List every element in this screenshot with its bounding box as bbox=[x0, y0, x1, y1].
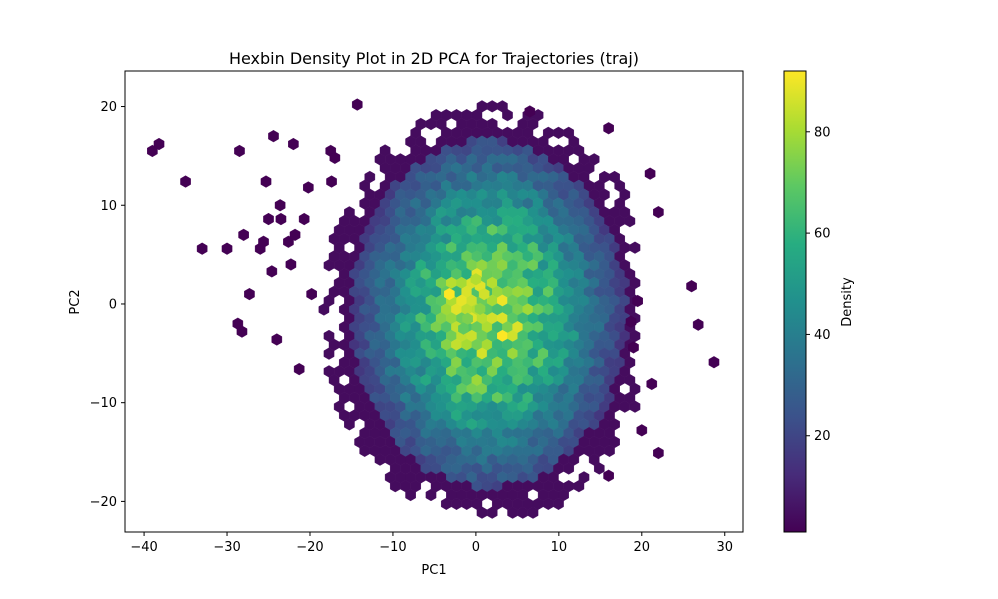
hexbin-cell bbox=[462, 312, 473, 325]
hexbin-cell bbox=[603, 469, 614, 482]
x-tick-label: −10 bbox=[379, 540, 406, 555]
hexbin-cell bbox=[318, 303, 330, 316]
colorbar-tick-label: 60 bbox=[814, 227, 831, 242]
x-axis-label: PC1 bbox=[421, 563, 446, 578]
x-tick-label: 20 bbox=[634, 540, 651, 555]
hexbin-cell bbox=[323, 347, 335, 360]
hexbin-cell bbox=[474, 302, 486, 316]
hexbin-cell bbox=[153, 137, 165, 151]
colorbar-tick-label: 20 bbox=[814, 429, 831, 444]
x-tick-label: −30 bbox=[213, 540, 240, 555]
hexbin-cell bbox=[524, 105, 536, 118]
hexbin-cell bbox=[271, 333, 283, 346]
hexbin-cell bbox=[263, 212, 274, 226]
hexbin-cell bbox=[553, 497, 564, 510]
hexbin-cell bbox=[405, 488, 416, 502]
y-axis-label: PC2 bbox=[68, 289, 83, 314]
y-tick-label: −10 bbox=[90, 396, 117, 411]
hexbin-cell bbox=[646, 377, 658, 391]
colorbar-axis: 20 40 60 80 bbox=[806, 125, 831, 444]
x-tick-label: 10 bbox=[551, 540, 568, 555]
hexbin-cell bbox=[266, 265, 278, 278]
hexbin-cell bbox=[329, 151, 341, 164]
hexbin-cell bbox=[244, 287, 255, 301]
y-tick-label: 0 bbox=[109, 297, 117, 312]
hexbin-cell bbox=[180, 175, 191, 188]
hexbin-cell bbox=[288, 137, 299, 151]
hexbin-cell bbox=[236, 325, 248, 338]
hexbin-cell bbox=[573, 480, 585, 493]
hexbin-cell bbox=[502, 109, 513, 122]
y-tick-label: −20 bbox=[90, 495, 117, 510]
hexbin-cell bbox=[486, 100, 498, 113]
hexbin-cell bbox=[303, 181, 314, 194]
hexbin-cell bbox=[260, 175, 272, 188]
hexbin-cell bbox=[686, 280, 697, 293]
hexbin-cell bbox=[268, 130, 279, 143]
hexbin-cell bbox=[234, 144, 245, 158]
x-tick-label: −40 bbox=[130, 540, 157, 555]
hexbin-cell bbox=[274, 199, 286, 212]
hexbin-cell bbox=[553, 126, 564, 139]
colorbar-label: Density bbox=[840, 277, 855, 327]
hexbin-cell bbox=[478, 287, 490, 301]
hexbin-cell bbox=[285, 258, 297, 271]
hexbin-cell bbox=[604, 444, 615, 457]
colorbar bbox=[783, 70, 807, 533]
hexbin-cell bbox=[636, 424, 648, 437]
hexbin-cell bbox=[298, 212, 310, 226]
hexbin-cell bbox=[603, 122, 614, 135]
hexbin-cell bbox=[306, 287, 317, 301]
hexbin-cell bbox=[653, 446, 664, 460]
hexbin-cell bbox=[351, 98, 363, 111]
hexbin-cell bbox=[275, 212, 287, 226]
hexbin-cell bbox=[486, 506, 498, 519]
hexbin-cell bbox=[563, 462, 574, 475]
chart-title: Hexbin Density Plot in 2D PCA for Trajec… bbox=[229, 49, 639, 68]
hexbin-cell bbox=[692, 318, 704, 331]
colorbar-tick-label: 80 bbox=[814, 125, 831, 140]
hexbin-cell bbox=[238, 228, 249, 241]
hexbin-cell bbox=[444, 287, 455, 301]
x-tick-label: −20 bbox=[296, 540, 323, 555]
hexbin-cell bbox=[470, 273, 482, 286]
hexbin-cell bbox=[344, 418, 355, 431]
x-tick-label: 0 bbox=[472, 540, 480, 555]
hexbin-cell bbox=[624, 215, 636, 228]
hexbin-cell bbox=[644, 167, 656, 180]
hexbin-cell bbox=[629, 241, 641, 254]
hexbin-cell bbox=[594, 462, 605, 475]
hexbin-cell bbox=[326, 175, 337, 188]
hexbin-cell bbox=[196, 242, 208, 255]
hexbin-cell bbox=[293, 362, 305, 376]
hexbin-cell bbox=[629, 400, 641, 413]
hexbin-cell bbox=[628, 341, 639, 354]
y-tick-label: 20 bbox=[100, 100, 117, 115]
hexbin-cell bbox=[632, 294, 643, 308]
hexbin-cell bbox=[625, 315, 637, 328]
hexbin-cell bbox=[527, 506, 539, 519]
y-tick-label: 10 bbox=[100, 199, 117, 214]
plot-frame bbox=[124, 70, 744, 533]
hexbin-cell bbox=[458, 322, 469, 335]
x-axis: −40 −30 −20 −10 0 10 20 30 bbox=[130, 532, 733, 555]
hexbin-cell bbox=[653, 206, 664, 219]
colorbar-tick-label: 40 bbox=[814, 328, 831, 343]
y-axis: −20 −10 0 10 20 bbox=[90, 100, 125, 510]
hexbin-cell bbox=[708, 356, 720, 369]
hexbin-cell bbox=[425, 488, 437, 502]
hexbin-cell bbox=[258, 235, 269, 248]
x-tick-label: 30 bbox=[716, 540, 733, 555]
plot-area bbox=[147, 98, 720, 519]
hexbin-cell bbox=[221, 242, 233, 255]
hexbin-cell bbox=[289, 228, 301, 241]
